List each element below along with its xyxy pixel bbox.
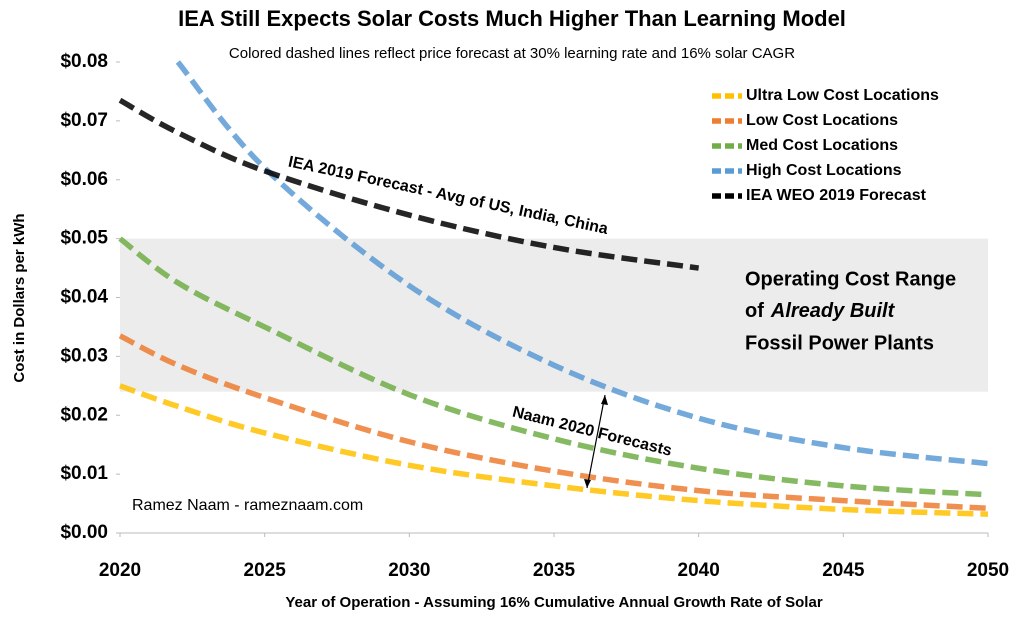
x-axis-label: Year of Operation - Assuming 16% Cumulat… <box>285 594 822 611</box>
range-annotation: Fossil Power Plants <box>745 332 934 354</box>
y-tick-label: $0.05 <box>60 228 108 249</box>
series-line <box>118 97 700 271</box>
y-tick-label: $0.01 <box>60 463 108 484</box>
legend-label: IEA WEO 2019 Forecast <box>746 187 927 204</box>
x-tick-label: 2030 <box>388 560 430 581</box>
y-tick-label: $0.07 <box>60 110 108 131</box>
chart-subtitle: Colored dashed lines reflect price forec… <box>229 45 795 62</box>
y-tick-label: $0.02 <box>60 404 108 425</box>
chart-title: IEA Still Expects Solar Costs Much Highe… <box>178 6 846 31</box>
y-tick-label: $0.08 <box>60 51 108 72</box>
range-annotation: Operating Cost Range <box>745 268 956 290</box>
y-tick-label: $0.00 <box>60 522 108 543</box>
x-tick-label: 2040 <box>678 560 720 581</box>
legend-label: High Cost Locations <box>746 162 902 179</box>
y-tick-label: $0.06 <box>60 169 108 190</box>
range-annotation-italic: Already Built <box>770 300 896 322</box>
x-tick-label: 2050 <box>967 560 1009 581</box>
credit: Ramez Naam - rameznaam.com <box>132 497 363 514</box>
series-line <box>119 383 989 517</box>
legend-label: Ultra Low Cost Locations <box>746 87 939 104</box>
y-tick-label: $0.04 <box>60 287 108 308</box>
legend-label: Low Cost Locations <box>746 112 898 129</box>
legend-label: Med Cost Locations <box>746 137 898 154</box>
x-tick-label: 2025 <box>244 560 287 581</box>
range-arrow <box>584 394 608 489</box>
x-tick-label: 2045 <box>822 560 865 581</box>
series-line <box>118 333 989 512</box>
y-tick-label: $0.03 <box>60 345 108 366</box>
x-tick-label: 2020 <box>99 560 141 581</box>
x-tick-label: 2035 <box>533 560 576 581</box>
range-annotation-prefix: of <box>745 300 764 322</box>
y-axis-label: Cost in Dollars per kWh <box>11 213 28 382</box>
series-line <box>118 236 989 498</box>
line-layer <box>118 60 989 517</box>
series-line <box>175 60 989 467</box>
range-annotation: of Already Built <box>745 300 896 322</box>
